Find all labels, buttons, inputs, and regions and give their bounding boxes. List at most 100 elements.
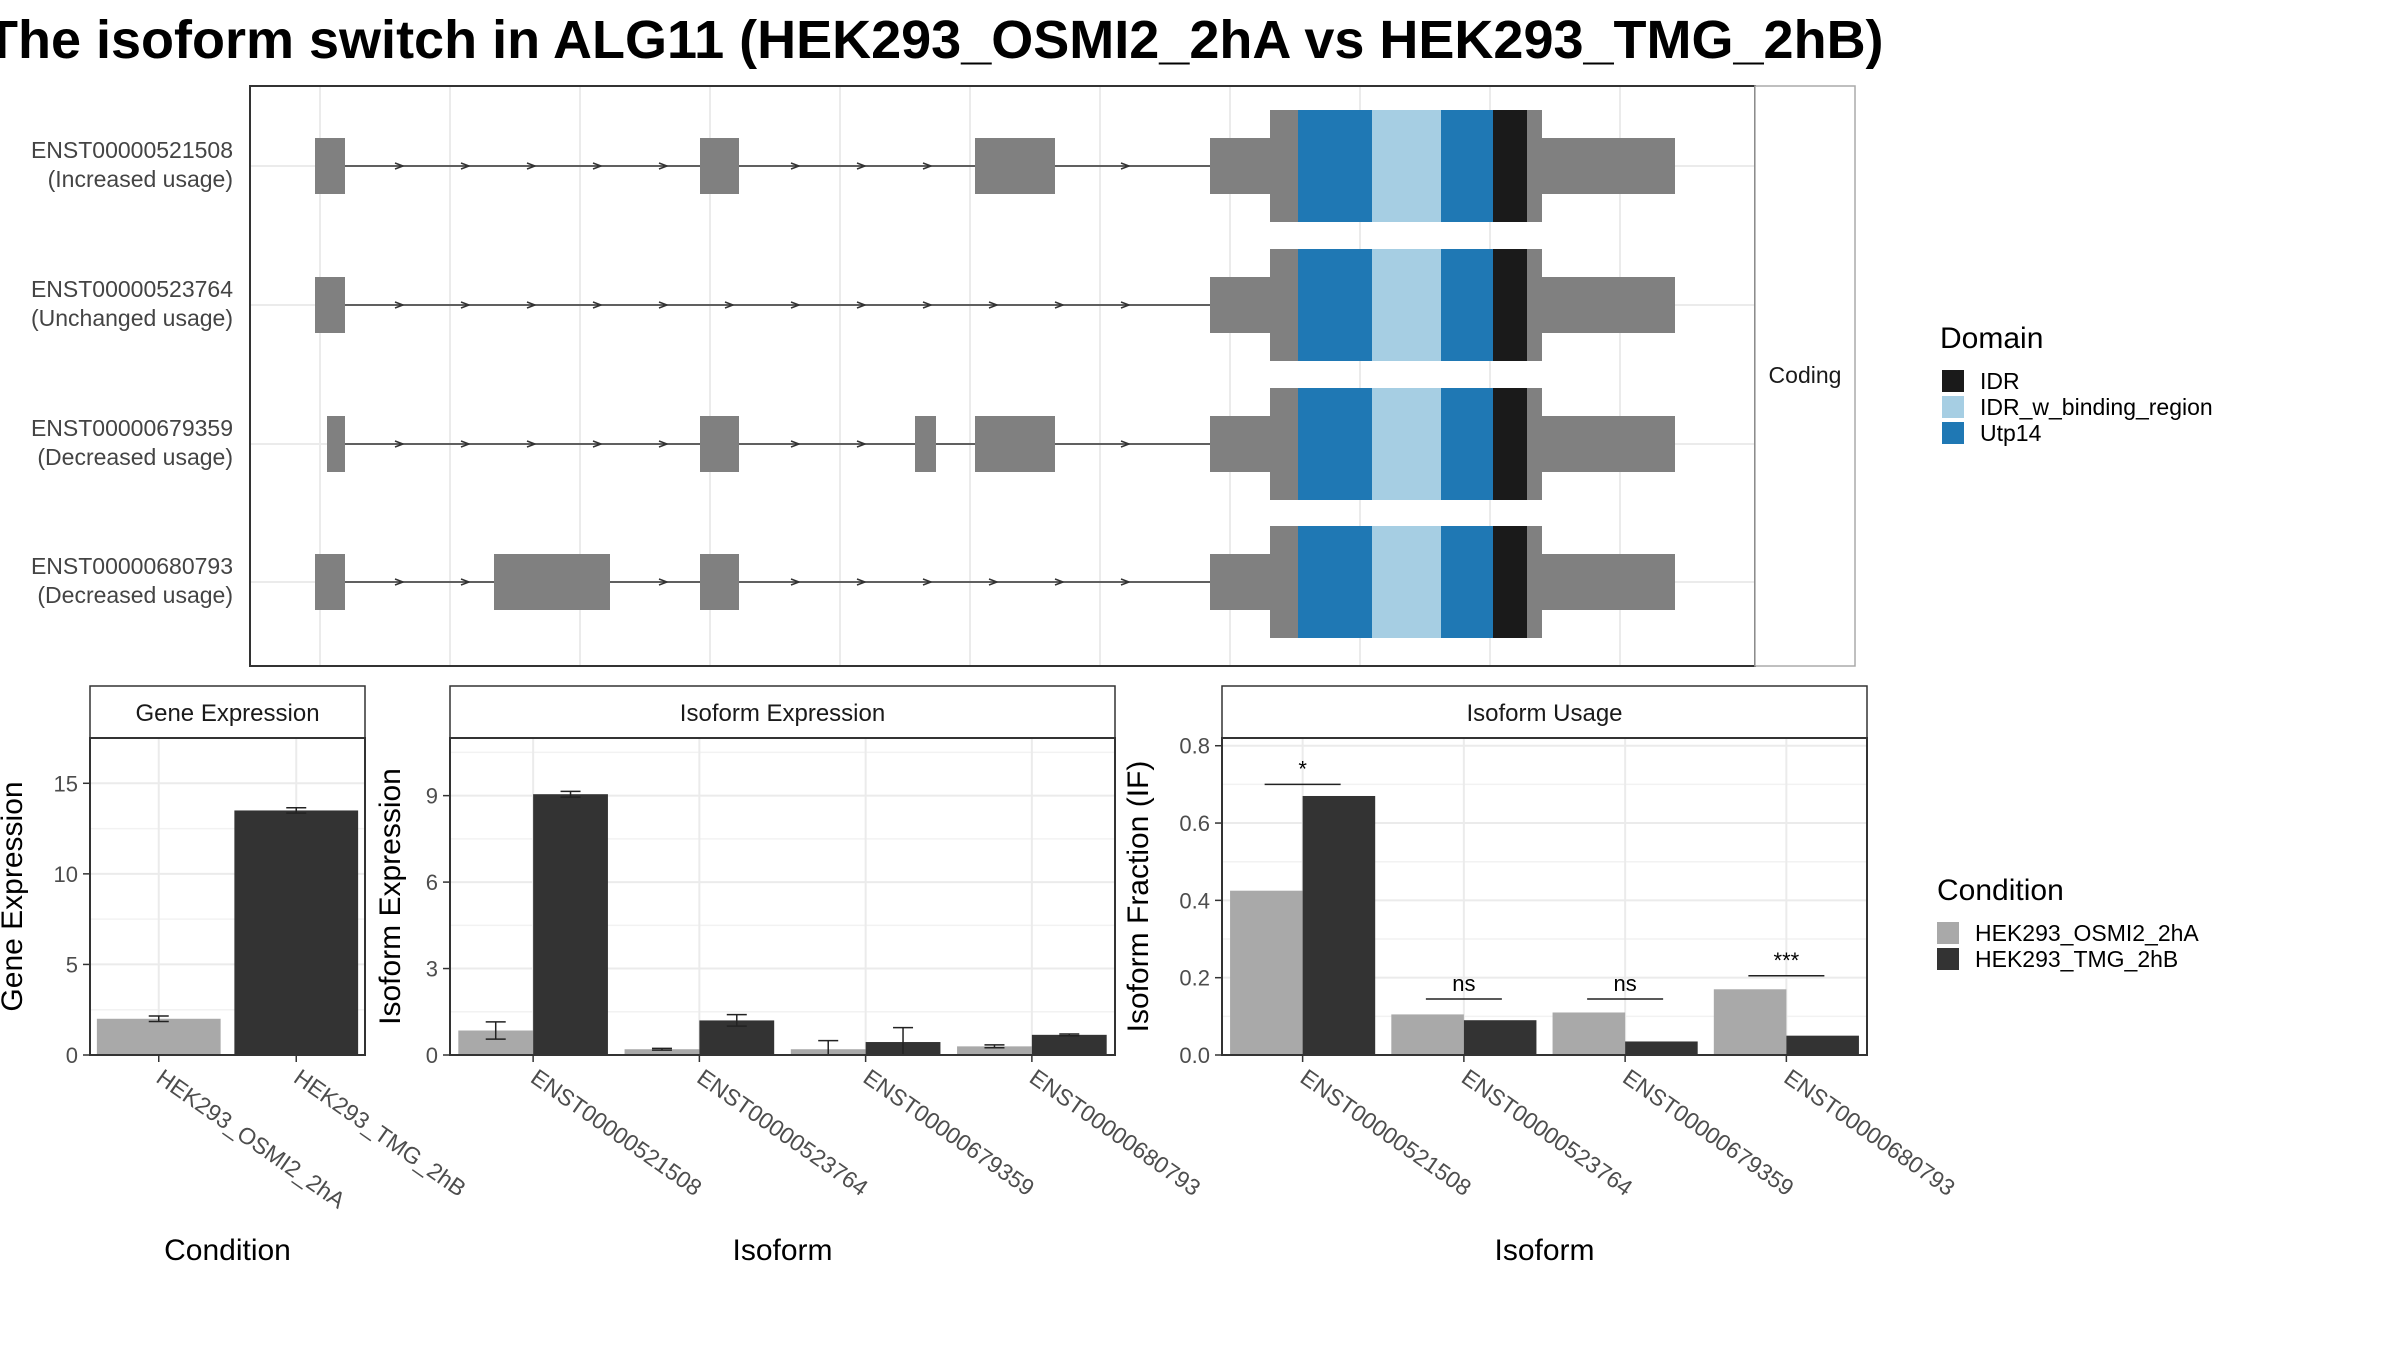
intron-direction-arrow (988, 578, 1000, 586)
intron-direction-arrow (658, 301, 670, 309)
y-tick-label: 0 (426, 1043, 438, 1068)
intron-direction-arrow (922, 301, 934, 309)
intron-direction-arrow (460, 162, 472, 170)
exon-cds-block (1270, 110, 1300, 222)
transcript-id-label: ENST00000521508 (31, 137, 233, 163)
exon-utr-block (1210, 416, 1272, 472)
intron-direction-arrow (1054, 578, 1066, 586)
intron-direction-arrow (724, 301, 736, 309)
domain-legend-label: IDR (1980, 368, 2020, 394)
intron-direction-arrow (658, 440, 670, 448)
panel-border (449, 737, 1116, 1056)
y-tick-label: 0.0 (1179, 1043, 1210, 1068)
x-tick-label: ENST00000680793 (1025, 1064, 1205, 1201)
intron-direction-arrow (790, 578, 802, 586)
intron-direction-arrow (790, 162, 802, 170)
exon-utr-block (1210, 277, 1272, 333)
domain-legend-swatch (1942, 396, 1964, 418)
bar (1230, 890, 1303, 1055)
x-tick-label: ENST00000679359 (1618, 1064, 1798, 1201)
intron-direction-arrow (790, 440, 802, 448)
x-axis-title: Isoform (1494, 1234, 1594, 1267)
intron-direction-arrow (394, 162, 406, 170)
transcript-id-label: ENST00000523764 (31, 276, 233, 302)
domain-idr-block (1493, 526, 1527, 638)
intron-direction-arrow (988, 301, 1000, 309)
domain-idr-block (1493, 388, 1527, 500)
exon-cds-block (1270, 526, 1300, 638)
bar (1391, 1014, 1464, 1055)
domain-utp14-block (1441, 110, 1494, 222)
bar (1713, 989, 1787, 1055)
intron-direction-arrow (460, 578, 472, 586)
intron-direction-arrow (1120, 578, 1132, 586)
transcript-usage-label: (Decreased usage) (37, 444, 233, 470)
y-tick-label: 5 (66, 952, 78, 977)
domain-utp14-block (1298, 110, 1373, 222)
bar (1625, 1041, 1698, 1055)
panel-strip-label: Isoform Expression (680, 700, 885, 727)
exon-block (700, 554, 739, 610)
domain-utp14-block (1298, 526, 1373, 638)
intron-direction-arrow (922, 162, 934, 170)
intron-direction-arrow (592, 440, 604, 448)
bar (533, 794, 608, 1055)
y-tick-label: 10 (54, 862, 78, 887)
domain-idr-block (1493, 249, 1527, 361)
x-tick-label: ENST00000680793 (1780, 1064, 1960, 1201)
domain-utp14-block (1298, 388, 1373, 500)
panel-strip (449, 685, 1116, 739)
exon-utr-block (1540, 416, 1675, 472)
exon-cds-block (1270, 249, 1300, 361)
intron-direction-arrow (526, 301, 538, 309)
figure-title: The isoform switch in ALG11 (HEK293_OSMI… (0, 10, 1884, 70)
condition-legend-label: HEK293_OSMI2_2hA (1975, 920, 2199, 946)
y-tick-label: 0 (66, 1043, 78, 1068)
y-tick-label: 0.8 (1179, 734, 1210, 759)
bar (1552, 1012, 1626, 1055)
panel-border (89, 737, 366, 1056)
panel-strip (1221, 685, 1868, 739)
domain-legend-swatch (1942, 422, 1964, 444)
domain-idr-binding-block (1372, 388, 1442, 500)
transcript-id-label: ENST00000679359 (31, 415, 233, 441)
intron-direction-arrow (1120, 301, 1132, 309)
significance-label: * (1298, 756, 1307, 781)
transcript-usage-label: (Increased usage) (48, 166, 233, 192)
y-axis-title: Isoform Expression (374, 768, 407, 1025)
bar-panels: Gene Expression051015HEK293_OSMI2_2hAHEK… (0, 685, 1960, 1267)
intron-direction-arrow (394, 440, 406, 448)
bar (1786, 1035, 1859, 1055)
transcript-id-label: ENST00000680793 (31, 553, 233, 579)
panel-border (1221, 737, 1868, 1056)
exon-block (975, 138, 1055, 194)
transcript-usage-label: (Decreased usage) (37, 582, 233, 608)
bar (1302, 795, 1376, 1055)
domain-idr-binding-block (1372, 526, 1442, 638)
y-axis-title: Gene Expression (0, 781, 29, 1011)
exon-block (975, 416, 1055, 472)
coding-strip-label: Coding (1769, 362, 1842, 388)
x-tick-label: ENST00000521508 (1296, 1064, 1476, 1201)
domain-utp14-block (1441, 388, 1494, 500)
bar (957, 1046, 1032, 1055)
intron-direction-arrow (526, 440, 538, 448)
exon-block (315, 138, 345, 194)
intron-direction-arrow (790, 301, 802, 309)
exon-block (327, 416, 345, 472)
intron-direction-arrow (1120, 162, 1132, 170)
intron-direction-arrow (856, 162, 868, 170)
y-tick-label: 6 (426, 870, 438, 895)
intron-direction-arrow (1120, 440, 1132, 448)
panel-strip-label: Isoform Usage (1466, 700, 1622, 727)
exon-utr-block (1210, 554, 1272, 610)
intron-direction-arrow (460, 440, 472, 448)
exon-utr-block (1540, 277, 1675, 333)
intron-direction-arrow (394, 301, 406, 309)
intron-direction-arrow (856, 301, 868, 309)
significance-label: ns (1452, 971, 1475, 996)
intron-direction-arrow (856, 578, 868, 586)
intron-direction-arrow (1054, 301, 1066, 309)
